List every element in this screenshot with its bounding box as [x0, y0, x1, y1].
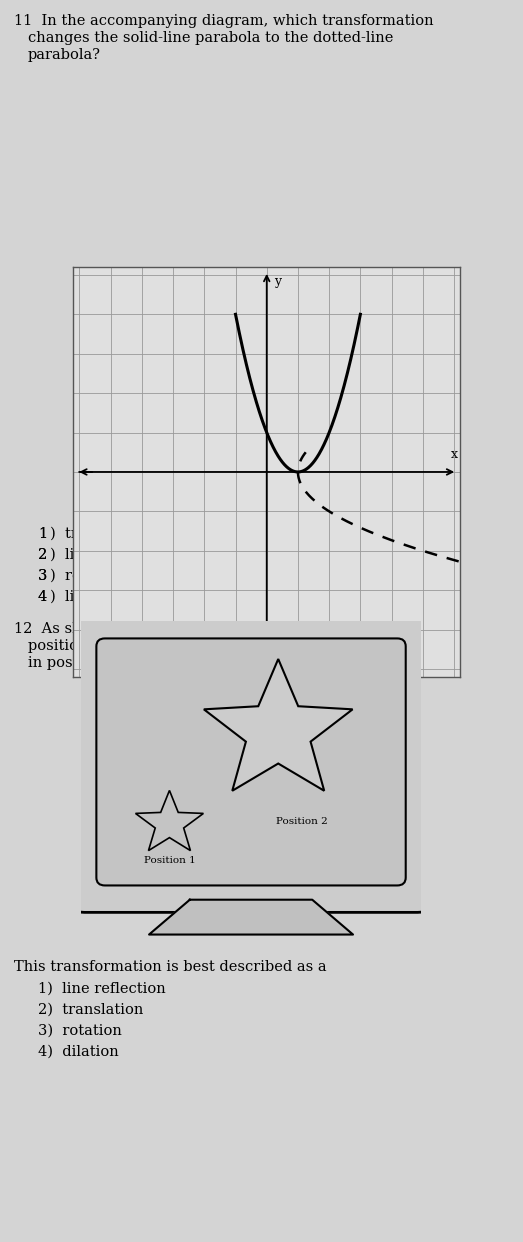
- Text: 12  As shown in the accompanying diagram, the star in: 12 As shown in the accompanying diagram,…: [14, 622, 424, 636]
- Text: 4: 4: [38, 590, 47, 604]
- Text: Position 1: Position 1: [144, 856, 195, 866]
- Polygon shape: [149, 899, 353, 934]
- Text: )  line reflection or rotation: ) line reflection or rotation: [50, 590, 253, 604]
- Text: )  line reflection, only: ) line reflection, only: [50, 548, 209, 563]
- Text: 2: 2: [38, 548, 47, 561]
- Text: 1: 1: [38, 527, 47, 542]
- Text: x: x: [450, 448, 458, 461]
- Text: in position 2.: in position 2.: [28, 656, 125, 669]
- Text: position 1 on a computer screen transforms to the star: position 1 on a computer screen transfor…: [28, 638, 436, 653]
- Text: 3)  rotation: 3) rotation: [38, 1023, 122, 1038]
- Text: )  rotation, only: ) rotation, only: [50, 569, 165, 584]
- Text: 3: 3: [38, 569, 48, 582]
- Text: This transformation is best described as a: This transformation is best described as…: [14, 960, 327, 974]
- FancyBboxPatch shape: [96, 638, 406, 886]
- Text: 3: 3: [38, 569, 48, 582]
- FancyBboxPatch shape: [71, 617, 431, 913]
- Text: 1: 1: [38, 527, 47, 542]
- Text: 11  In the accompanying diagram, which transformation: 11 In the accompanying diagram, which tr…: [14, 14, 434, 29]
- Text: y: y: [275, 274, 282, 288]
- Text: 4)  dilation: 4) dilation: [38, 1045, 119, 1059]
- Text: 2: 2: [38, 548, 47, 561]
- Text: changes the solid-line parabola to the dotted-line: changes the solid-line parabola to the d…: [28, 31, 393, 45]
- Text: parabola?: parabola?: [28, 48, 101, 62]
- Text: 4: 4: [38, 590, 47, 604]
- Text: Position 2: Position 2: [276, 817, 328, 826]
- Polygon shape: [204, 660, 353, 791]
- Text: )  translation: ) translation: [50, 527, 146, 542]
- Text: 2)  translation: 2) translation: [38, 1004, 143, 1017]
- Text: 1)  line reflection: 1) line reflection: [38, 982, 166, 996]
